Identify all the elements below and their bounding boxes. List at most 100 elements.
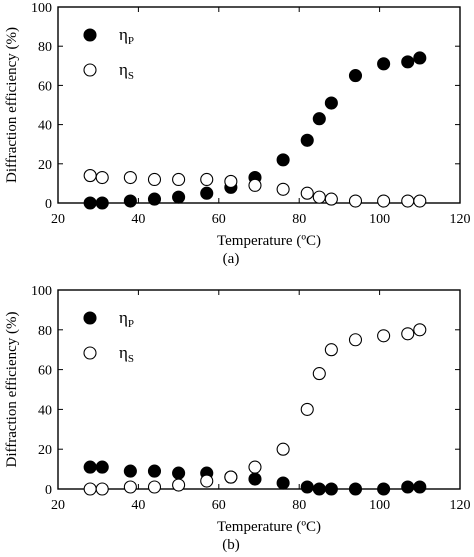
data-point-p bbox=[147, 192, 162, 206]
data-point-p bbox=[377, 57, 391, 71]
data-point-p bbox=[123, 464, 137, 478]
plot-frame bbox=[57, 6, 461, 204]
series-s bbox=[83, 169, 427, 208]
y-tick-label: 100 bbox=[31, 284, 52, 299]
y-tick-label: 20 bbox=[38, 443, 52, 458]
data-point-p bbox=[276, 476, 290, 490]
data-point-s bbox=[172, 478, 186, 492]
data-point-p bbox=[172, 190, 186, 204]
data-point-p bbox=[83, 196, 97, 210]
data-point-s bbox=[300, 402, 314, 416]
legend-label-p: ηP bbox=[119, 308, 134, 330]
data-point-s bbox=[172, 172, 186, 187]
y-tick-label: 60 bbox=[38, 364, 52, 379]
data-point-s bbox=[377, 329, 391, 343]
legend-marker-s bbox=[83, 63, 97, 77]
legend-label-s: ηS bbox=[119, 343, 134, 365]
data-point-s bbox=[123, 480, 137, 494]
x-tick-label: 40 bbox=[131, 212, 145, 227]
y-tick-label: 100 bbox=[31, 1, 52, 16]
data-point-s bbox=[83, 482, 97, 496]
data-point-s bbox=[413, 194, 427, 208]
data-point-s bbox=[248, 178, 262, 192]
data-point-p bbox=[95, 460, 109, 474]
y-axis-label: Diffraction efficiency (%) bbox=[4, 311, 20, 467]
y-axis-label: Diffraction efficiency (%) bbox=[4, 27, 20, 183]
data-point-s bbox=[413, 323, 427, 337]
data-point-s bbox=[224, 470, 238, 484]
data-point-s bbox=[83, 169, 97, 183]
x-tick-label: 80 bbox=[292, 498, 306, 513]
data-point-s bbox=[248, 460, 262, 474]
data-point-s bbox=[401, 327, 415, 341]
x-tick-label: 40 bbox=[131, 498, 145, 513]
data-point-s bbox=[200, 474, 214, 488]
x-tick-label: 20 bbox=[51, 498, 65, 513]
data-point-p bbox=[123, 194, 137, 208]
data-point-s bbox=[147, 172, 162, 187]
panel-caption: (b) bbox=[222, 537, 240, 553]
x-tick-label: 80 bbox=[292, 212, 306, 227]
y-tick-label: 40 bbox=[38, 119, 52, 134]
x-tick-label: 100 bbox=[369, 498, 390, 513]
data-point-p bbox=[312, 482, 326, 496]
x-axis-label: Temperature (ºC) bbox=[217, 519, 321, 535]
y-tick-label: 60 bbox=[38, 79, 52, 94]
data-point-p bbox=[377, 482, 391, 496]
data-point-p bbox=[172, 466, 186, 480]
data-point-p bbox=[324, 482, 338, 496]
series-p bbox=[83, 51, 427, 210]
plot-frame bbox=[57, 289, 461, 490]
data-point-s bbox=[276, 442, 290, 456]
data-point-p bbox=[95, 196, 109, 210]
data-point-s bbox=[348, 194, 363, 208]
x-axis-label: Temperature (ºC) bbox=[217, 233, 321, 249]
y-tick-label: 0 bbox=[45, 483, 52, 498]
y-tick-label: 0 bbox=[45, 197, 52, 212]
data-point-p bbox=[348, 69, 363, 83]
data-point-s bbox=[224, 174, 238, 188]
data-point-s bbox=[276, 182, 290, 196]
data-point-p bbox=[401, 55, 415, 69]
series-s bbox=[83, 323, 427, 496]
data-point-s bbox=[200, 172, 214, 187]
x-tick-label: 100 bbox=[369, 212, 390, 227]
data-point-s bbox=[312, 367, 326, 381]
x-tick-label: 120 bbox=[450, 212, 471, 227]
data-point-p bbox=[83, 460, 97, 474]
panel-caption: (a) bbox=[223, 251, 240, 267]
x-tick-label: 60 bbox=[212, 498, 226, 513]
data-point-p bbox=[312, 112, 326, 126]
y-tick-label: 20 bbox=[38, 158, 52, 173]
data-point-p bbox=[147, 464, 162, 478]
y-tick-label: 80 bbox=[38, 40, 52, 55]
data-point-p bbox=[200, 186, 214, 200]
data-point-s bbox=[324, 192, 338, 206]
legend-marker-p bbox=[83, 28, 97, 42]
data-point-p bbox=[248, 472, 262, 486]
data-point-s bbox=[95, 170, 109, 185]
data-point-p bbox=[413, 51, 427, 65]
data-point-p bbox=[300, 133, 314, 147]
data-point-p bbox=[348, 482, 363, 496]
x-tick-label: 120 bbox=[450, 498, 471, 513]
y-tick-label: 80 bbox=[38, 324, 52, 339]
x-tick-label: 60 bbox=[212, 212, 226, 227]
x-tick-label: 20 bbox=[51, 212, 65, 227]
data-point-p bbox=[413, 480, 427, 494]
data-point-p bbox=[401, 480, 415, 494]
legend-marker-s bbox=[83, 346, 97, 360]
legend-label-p: ηP bbox=[119, 25, 134, 47]
data-point-s bbox=[348, 333, 363, 347]
y-tick-label: 40 bbox=[38, 403, 52, 418]
data-point-s bbox=[324, 343, 338, 357]
data-point-s bbox=[147, 480, 162, 494]
data-point-s bbox=[300, 186, 314, 200]
legend-marker-p bbox=[83, 311, 97, 325]
data-point-s bbox=[95, 482, 109, 496]
data-point-s bbox=[312, 190, 326, 204]
data-point-p bbox=[324, 96, 338, 110]
legend-label-s: ηS bbox=[119, 60, 134, 82]
